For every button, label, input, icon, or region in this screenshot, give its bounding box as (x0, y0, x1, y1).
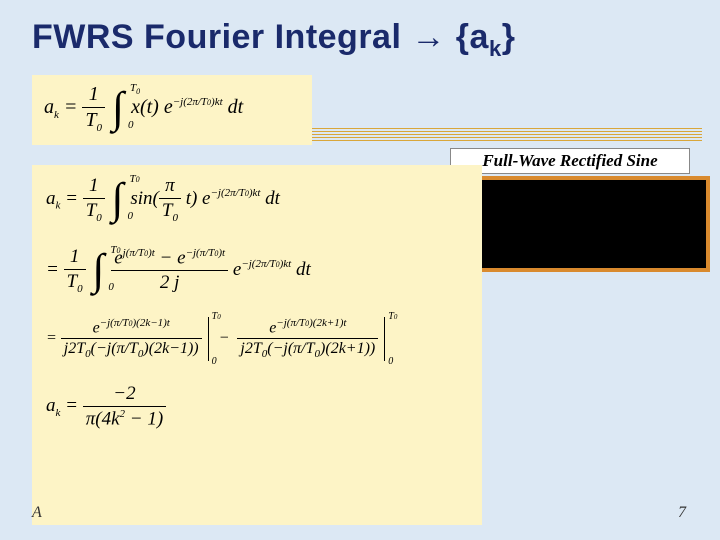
page-number: 7 (678, 504, 686, 522)
waveform-placeholder (450, 176, 710, 272)
equation-box-top: ak = 1T0 ∫T00 x(t) e−j(2π/T0)kt dt (32, 75, 312, 145)
figure-caption: Full-Wave Rectified Sine (450, 148, 690, 174)
footer-left: A (32, 504, 42, 522)
slide-title: FWRS Fourier Integral → {ak} (32, 18, 515, 62)
equation-box-main: ak = 1T0 ∫T00 sin(πT0 t) e−j(2π/T0)kt dt… (32, 165, 482, 525)
decorative-stripes (312, 128, 702, 142)
